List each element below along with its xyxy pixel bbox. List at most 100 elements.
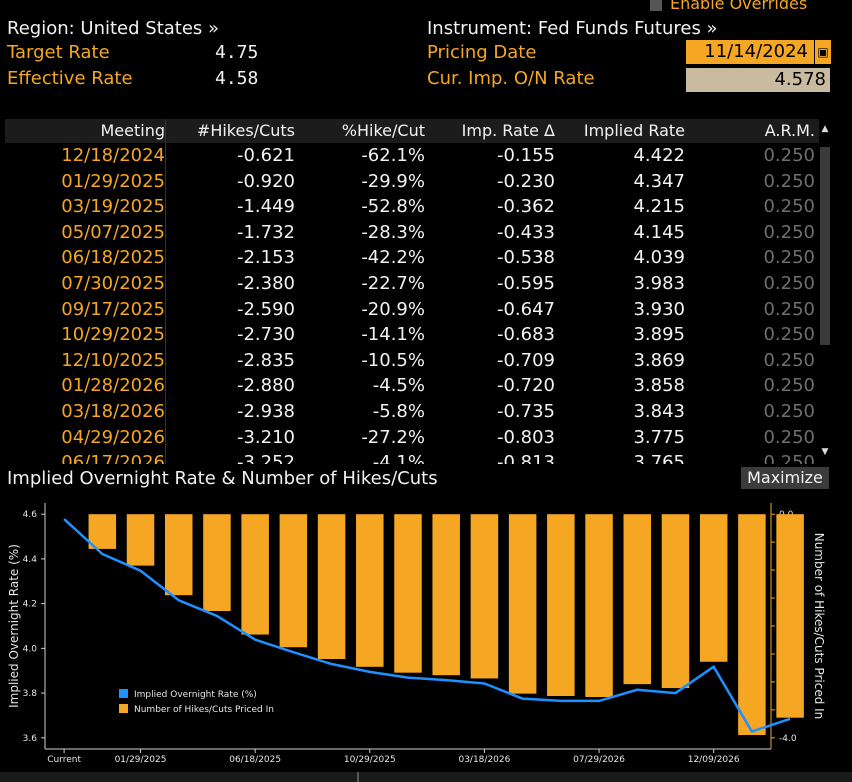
pricing-date-input[interactable]: 11/14/2024 [686, 40, 814, 64]
cell-imp-rate-delta: -0.595 [496, 273, 555, 294]
cell-hikes-cuts: -2.380 [236, 273, 295, 294]
table-row[interactable]: 03/19/2025 -1.449 -52.8% -0.362 4.215 0.250 [5, 194, 819, 220]
col-hikes-cuts[interactable]: #Hikes/Cuts [196, 121, 295, 140]
cell-implied-rate: 3.775 [633, 426, 685, 448]
table-row[interactable]: 04/29/2026 -3.210 -27.2% -0.803 3.775 0.250 [5, 425, 819, 451]
table-row[interactable]: 12/10/2025 -2.835 -10.5% -0.709 3.869 0.250 [5, 348, 819, 374]
left-tick-label: 4.6 [23, 510, 38, 520]
cell-pct-hike-cut: -27.2% [361, 426, 425, 448]
cell-hikes-cuts: -1.449 [236, 196, 295, 218]
bar-hikes-cuts[interactable] [432, 514, 460, 676]
chart-area: 3.63.84.04.24.44.60.0-0.5-1.0-1.5-2.0-2.… [5, 491, 827, 769]
bar-hikes-cuts[interactable] [356, 514, 384, 667]
bar-hikes-cuts[interactable] [547, 514, 575, 696]
cell-arm: 0.250 [763, 349, 815, 371]
cell-pct-hike-cut: -4.1% [372, 452, 425, 464]
col-meeting[interactable]: Meeting [100, 121, 165, 140]
x-tick-label: 07/29/2026 [573, 755, 625, 765]
col-arm[interactable]: A.R.M. [764, 121, 815, 140]
legend-label: Number of Hikes/Cuts Priced In [134, 705, 274, 715]
cell-hikes-cuts: -2.153 [236, 247, 295, 269]
cell-arm: 0.250 [763, 401, 815, 422]
cell-pct-hike-cut: -14.1% [361, 324, 425, 346]
cell-pct-hike-cut: -5.8% [372, 401, 425, 422]
table-row[interactable]: 01/29/2025 -0.920 -29.9% -0.230 4.347 0.250 [5, 169, 819, 195]
cell-arm: 0.250 [763, 426, 815, 448]
table-row[interactable]: 03/18/2026 -2.938 -5.8% -0.735 3.843 0.250 [5, 399, 819, 425]
scroll-down-icon[interactable]: ▼ [821, 447, 829, 457]
cell-meeting-date: 06/17/2026 [61, 452, 165, 464]
target-rate-value: 4.75 [215, 42, 259, 63]
bar-hikes-cuts[interactable] [623, 514, 652, 685]
cell-arm: 0.250 [763, 324, 815, 346]
instrument-selector[interactable]: Instrument: Fed Funds Futures » [427, 18, 718, 39]
enable-overrides-toggle[interactable]: Enable Overrides [650, 0, 807, 13]
bar-hikes-cuts[interactable] [394, 514, 422, 673]
bar-hikes-cuts[interactable] [470, 514, 499, 679]
bar-hikes-cuts[interactable] [776, 514, 804, 718]
scroll-up-icon[interactable]: ▲ [821, 124, 829, 134]
table-row[interactable]: 06/17/2026 -3.252 -4.1% -0.813 3.765 0.250 [5, 450, 819, 464]
cell-pct-hike-cut: -28.3% [361, 221, 425, 243]
cell-imp-rate-delta: -0.538 [496, 247, 555, 269]
region-selector[interactable]: Region: United States » [7, 18, 220, 39]
x-tick-label: 10/29/2025 [344, 755, 396, 765]
bar-hikes-cuts[interactable] [241, 514, 269, 635]
col-imp-rate-delta[interactable]: Imp. Rate Δ [461, 121, 555, 140]
cell-meeting-date: 07/30/2025 [61, 273, 165, 294]
legend-swatch [119, 704, 128, 713]
col-implied-rate[interactable]: Implied Rate [583, 121, 685, 140]
cell-implied-rate: 4.039 [633, 247, 685, 269]
bar-hikes-cuts[interactable] [126, 514, 155, 566]
bar-hikes-cuts[interactable] [661, 514, 690, 689]
table-row[interactable]: 12/18/2024 -0.621 -62.1% -0.155 4.422 0.250 [5, 143, 819, 169]
cell-imp-rate-delta: -0.647 [496, 298, 555, 320]
bar-hikes-cuts[interactable] [88, 514, 117, 549]
bar-hikes-cuts[interactable] [699, 514, 728, 662]
on-rate-input[interactable]: 4.578 [686, 68, 830, 92]
cell-pct-hike-cut: -20.9% [361, 298, 425, 320]
table-row[interactable]: 05/07/2025 -1.732 -28.3% -0.433 4.145 0.250 [5, 220, 819, 246]
cell-meeting-date: 06/18/2025 [61, 247, 165, 269]
maximize-button[interactable]: Maximize [741, 467, 829, 489]
table-row[interactable]: 07/30/2025 -2.380 -22.7% -0.595 3.983 0.250 [5, 271, 819, 297]
table-row[interactable]: 09/17/2025 -2.590 -20.9% -0.647 3.930 0.250 [5, 297, 819, 323]
table-scrollbar-thumb[interactable] [820, 147, 830, 345]
cell-hikes-cuts: -1.732 [236, 221, 295, 243]
bar-hikes-cuts[interactable] [585, 514, 613, 698]
table-row[interactable]: 10/29/2025 -2.730 -14.1% -0.683 3.895 0.250 [5, 322, 819, 348]
table-row[interactable]: 01/28/2026 -2.880 -4.5% -0.720 3.858 0.250 [5, 373, 819, 399]
cell-hikes-cuts: -2.880 [236, 375, 295, 397]
cell-meeting-date: 10/29/2025 [61, 324, 165, 346]
bar-hikes-cuts[interactable] [279, 514, 308, 648]
col-pct-hike-cut[interactable]: %Hike/Cut [341, 121, 425, 140]
cell-pct-hike-cut: -29.9% [361, 170, 425, 192]
cell-arm: 0.250 [763, 145, 815, 166]
x-tick-label: Current [47, 755, 81, 765]
cell-implied-rate: 3.869 [633, 349, 685, 371]
bar-hikes-cuts[interactable] [317, 514, 346, 659]
table-row[interactable]: 06/18/2025 -2.153 -42.2% -0.538 4.039 0.250 [5, 245, 819, 271]
checkbox-icon[interactable] [650, 0, 662, 11]
bar-hikes-cuts[interactable] [738, 514, 766, 736]
calendar-icon[interactable]: ▣ [814, 40, 831, 64]
cell-pct-hike-cut: -62.1% [361, 145, 425, 166]
cell-imp-rate-delta: -0.735 [496, 401, 555, 422]
bar-hikes-cuts[interactable] [203, 514, 231, 612]
footer-divider [357, 772, 359, 782]
bar-hikes-cuts[interactable] [164, 514, 193, 596]
left-axis-title: Implied Overnight Rate (%) [7, 544, 21, 708]
cell-hikes-cuts: -2.938 [236, 401, 295, 422]
cell-pct-hike-cut: -22.7% [361, 273, 425, 294]
table-header: Meeting #Hikes/Cuts %Hike/Cut Imp. Rate … [5, 119, 819, 143]
cell-hikes-cuts: -0.920 [236, 170, 295, 192]
effective-rate-label: Effective Rate [7, 68, 133, 89]
cell-imp-rate-delta: -0.683 [496, 324, 555, 346]
bar-hikes-cuts[interactable] [508, 514, 537, 694]
left-tick-label: 3.8 [23, 689, 38, 699]
cell-implied-rate: 3.843 [633, 401, 685, 422]
cell-hikes-cuts: -3.210 [236, 426, 295, 448]
line-implied-rate[interactable] [63, 518, 791, 733]
cell-hikes-cuts: -2.590 [236, 298, 295, 320]
cell-imp-rate-delta: -0.720 [496, 375, 555, 397]
